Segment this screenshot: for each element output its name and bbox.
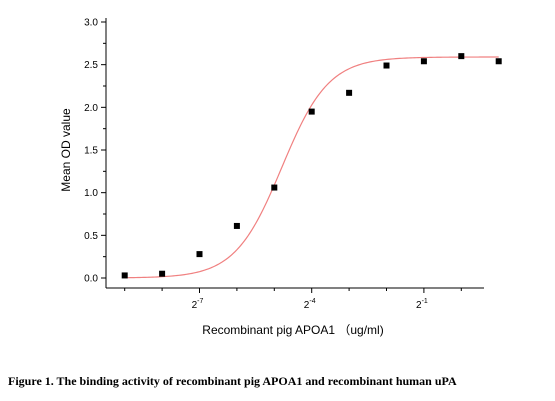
x-tick-label: 2-4 bbox=[304, 298, 316, 311]
data-point bbox=[346, 89, 353, 96]
data-point bbox=[308, 108, 315, 115]
data-point bbox=[383, 62, 390, 69]
data-point bbox=[196, 251, 203, 258]
x-tick-label: 2-1 bbox=[416, 298, 428, 311]
data-point bbox=[458, 53, 465, 60]
y-tick-label: 0.0 bbox=[84, 274, 98, 285]
x-tick-label: 2-7 bbox=[192, 298, 204, 311]
fit-curve bbox=[124, 56, 499, 279]
axes: 0.0 0.5 1.0 1.5 2.0 2.5 3.0 2-7 2-4 2-1 bbox=[84, 18, 484, 311]
data-point bbox=[495, 58, 502, 65]
data-point bbox=[271, 184, 278, 191]
y-tick-label: 0.5 bbox=[84, 231, 98, 242]
y-tick-label: 3.0 bbox=[84, 18, 98, 29]
x-axis-title: Recombinant pig APOA1 （ug/ml) bbox=[202, 323, 383, 337]
y-tick-label: 2.0 bbox=[84, 103, 98, 114]
data-points bbox=[121, 53, 502, 279]
y-tick-label: 1.5 bbox=[84, 146, 98, 157]
data-point bbox=[159, 270, 166, 277]
data-point bbox=[121, 272, 128, 279]
y-tick-label: 1.0 bbox=[84, 188, 98, 199]
data-point bbox=[420, 58, 427, 65]
data-point bbox=[233, 222, 240, 229]
chart: 0.0 0.5 1.0 1.5 2.0 2.5 3.0 2-7 2-4 2-1 Recombina… bbox=[59, 18, 502, 337]
y-tick-label: 2.5 bbox=[84, 60, 98, 71]
figure-caption: Figure 1. The binding activity of recomb… bbox=[8, 374, 457, 388]
y-axis-title: Mean OD value bbox=[59, 108, 73, 192]
